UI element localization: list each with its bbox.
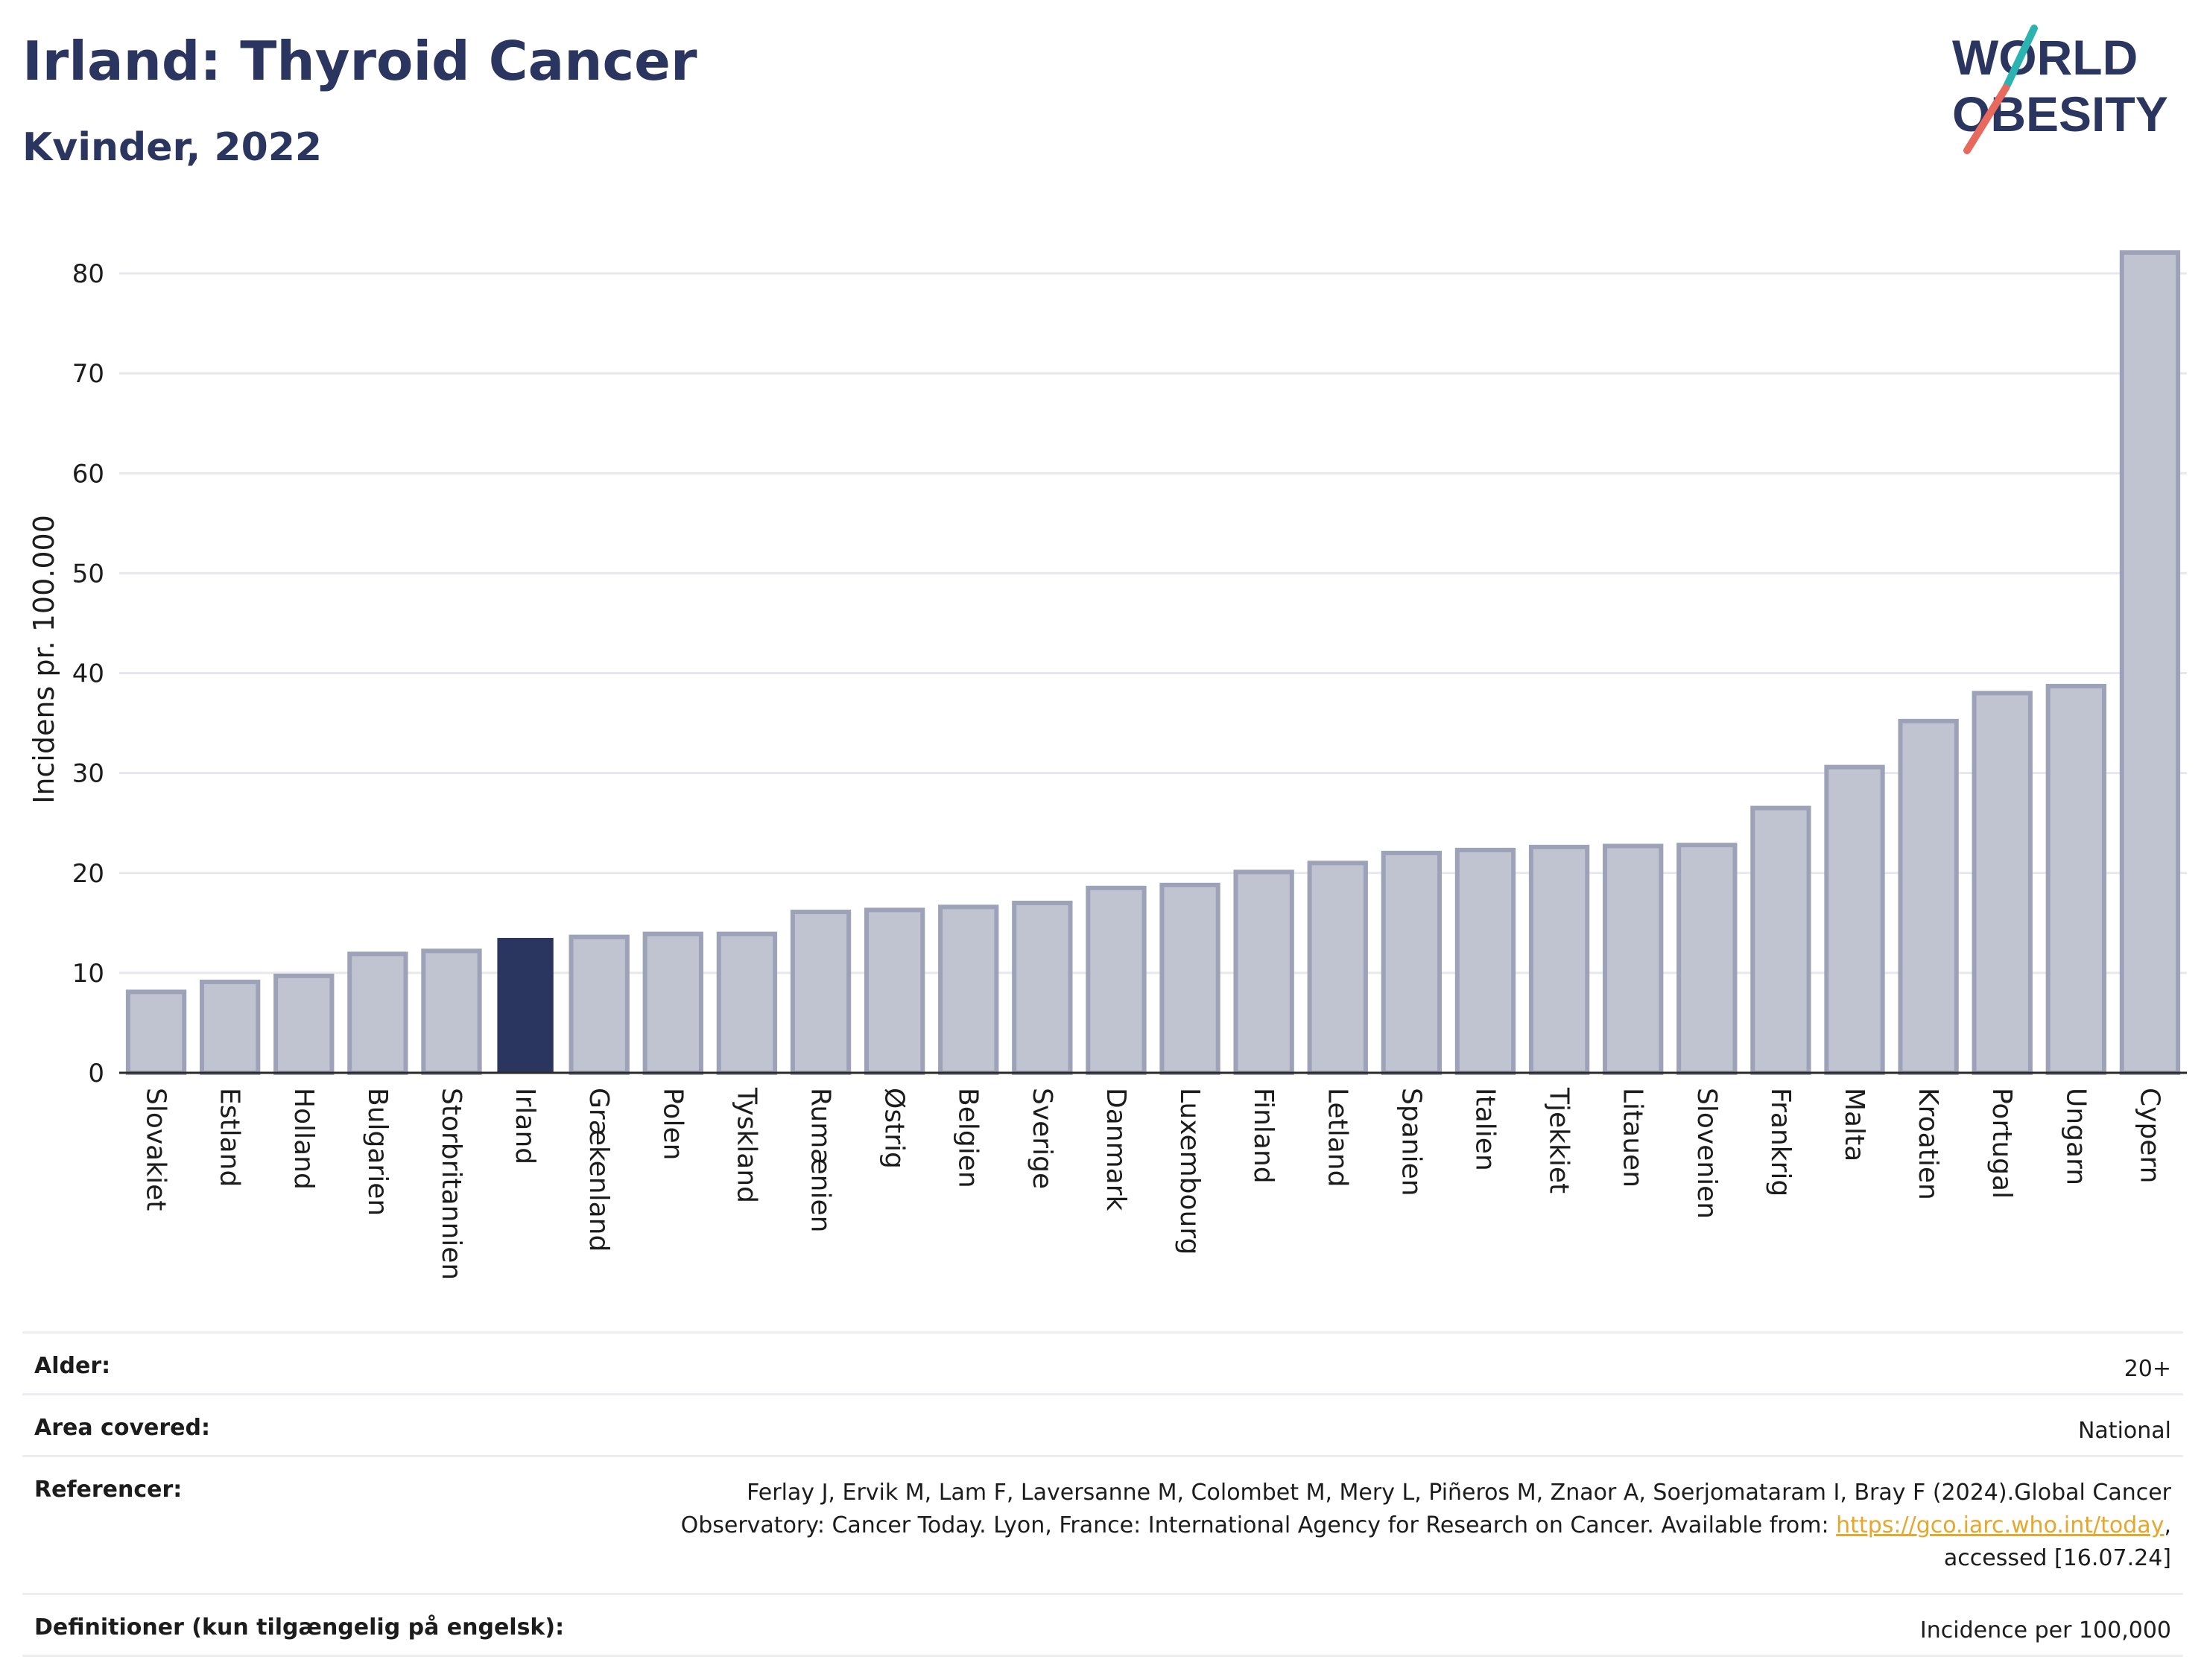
bar-Portugal[interactable]: [1972, 691, 2033, 1076]
bar-Frankrig[interactable]: [1750, 805, 1811, 1076]
y-tick-label: 10: [72, 959, 104, 989]
logo-line1: WORLD: [1952, 30, 2138, 85]
x-tick-label: Luxembourg: [1174, 1088, 1205, 1255]
x-tick-label: Slovakiet: [141, 1088, 171, 1211]
x-tick-label: Polen: [657, 1088, 688, 1160]
x-tick-label: Litauen: [1618, 1088, 1648, 1188]
y-tick-label: 0: [88, 1059, 104, 1088]
x-tick-label: Danmark: [1101, 1088, 1131, 1211]
bar-Letland[interactable]: [1307, 860, 1368, 1075]
x-tick-label: Portugal: [1986, 1088, 2017, 1199]
bar-Italien[interactable]: [1454, 847, 1516, 1075]
bar-Polen[interactable]: [642, 931, 703, 1075]
bar-Slovenien[interactable]: [1676, 843, 1738, 1076]
x-tick-label: Storbritannien: [436, 1088, 466, 1280]
bar-Cypern[interactable]: [2119, 250, 2181, 1075]
info-table: Alder: 20+ Area covered: National Refere…: [22, 1331, 2183, 1657]
reference-line-1: Ferlay J, Ervik M, Lam F, Laversanne M, …: [747, 1480, 2171, 1506]
info-key-age: Alder:: [34, 1353, 111, 1379]
x-tick-label: Spanien: [1396, 1088, 1426, 1196]
world-obesity-logo: WORLD OBESITY: [1952, 25, 2168, 154]
page-subtitle: Kvinder, 2022: [22, 125, 323, 170]
bar-Sverige[interactable]: [1012, 901, 1073, 1075]
bar-Finland[interactable]: [1233, 869, 1294, 1076]
y-tick-label: 30: [72, 759, 104, 789]
y-axis-label: Incidens pr. 100.000: [28, 515, 60, 804]
x-tick-label: Malta: [1839, 1088, 1869, 1161]
reference-link[interactable]: https://gco.iarc.who.int/today: [1836, 1512, 2165, 1538]
bar-Estland[interactable]: [200, 979, 261, 1075]
x-tick-label: Bulgarien: [362, 1088, 393, 1216]
x-tick-label: Estland: [215, 1088, 245, 1187]
x-tick-label: Rumænien: [805, 1088, 836, 1232]
x-tick-label: Tjekkiet: [1544, 1087, 1574, 1194]
x-tick-label: Sverige: [1027, 1088, 1057, 1189]
bar-Tjekkiet[interactable]: [1528, 844, 1590, 1076]
info-key-references: Referencer:: [34, 1477, 183, 1503]
x-tick-label: Østrig: [879, 1088, 910, 1169]
info-row-definitions: Definitioner (kun tilgængelig på engelsk…: [22, 1593, 2183, 1657]
bar-chart: 0 10 20 30 40 50 60 70 80 Incidens pr. 100.000 Slo…: [28, 250, 2187, 1280]
info-value-references: Ferlay J, Ervik M, Lam F, Laversanne M, …: [681, 1477, 2171, 1575]
x-tick-label: Slovenien: [1691, 1088, 1722, 1219]
bar-Belgien[interactable]: [938, 904, 999, 1076]
y-tick-label: 70: [72, 359, 104, 389]
x-tick-label: Holland: [288, 1088, 319, 1190]
bar-Luxembourg[interactable]: [1159, 882, 1220, 1075]
bar-Slovakiet[interactable]: [125, 989, 187, 1076]
x-tick-label: Frankrig: [1765, 1088, 1796, 1196]
x-tick-label: Italien: [1469, 1088, 1500, 1171]
x-tick-label: Finland: [1248, 1088, 1279, 1184]
info-row-area: Area covered: National: [22, 1393, 2183, 1455]
bar-Holland[interactable]: [273, 973, 335, 1075]
bar-Bulgarien[interactable]: [347, 951, 408, 1076]
bar-Irland[interactable]: [497, 937, 554, 1073]
x-tick-label: Cypern: [2134, 1088, 2165, 1183]
x-tick-label: Letland: [1322, 1088, 1352, 1187]
bar-Danmark[interactable]: [1086, 885, 1147, 1075]
bar-Storbritannien[interactable]: [421, 948, 482, 1075]
page-title: Irland: Thyroid Cancer: [22, 30, 697, 92]
info-key-area: Area covered:: [34, 1415, 210, 1441]
reference-line-2: Observatory: Cancer Today. Lyon, France:…: [680, 1512, 1837, 1538]
bar-Ungarn[interactable]: [2045, 683, 2106, 1075]
x-tick-label: Kroatien: [1913, 1088, 1943, 1200]
x-tick-label: Ungarn: [2060, 1088, 2091, 1185]
y-tick-label: 40: [72, 659, 104, 689]
bar-Spanien[interactable]: [1381, 850, 1443, 1075]
bar-Malta[interactable]: [1824, 764, 1885, 1075]
x-tick-label: Tyskland: [731, 1087, 761, 1203]
bar-Østrig[interactable]: [864, 907, 925, 1075]
reference-line-3: accessed [16.07.24]: [1943, 1545, 2171, 1571]
bar-Grækenland[interactable]: [569, 934, 630, 1075]
info-value-age: 20+: [2124, 1356, 2171, 1382]
bar-Litauen[interactable]: [1603, 843, 1664, 1076]
reference-line-2-end: ,: [2164, 1512, 2171, 1538]
y-tick-label: 50: [72, 559, 104, 589]
x-tick-label: Grækenland: [583, 1088, 614, 1252]
info-row-age: Alder: 20+: [22, 1331, 2183, 1393]
x-tick-label: Irland: [510, 1088, 540, 1164]
bar-Rumænien[interactable]: [790, 910, 852, 1075]
y-tick-label: 60: [72, 459, 104, 489]
info-key-definitions: Definitioner (kun tilgængelig på engelsk…: [34, 1614, 565, 1641]
info-row-references: Referencer: Ferlay J, Ervik M, Lam F, La…: [22, 1455, 2183, 1593]
bar-Tyskland[interactable]: [716, 931, 778, 1075]
y-tick-label: 20: [72, 859, 104, 889]
y-tick-label: 80: [72, 259, 104, 289]
info-value-definitions: Incidence per 100,000: [1919, 1617, 2171, 1643]
x-tick-label: Belgien: [953, 1088, 984, 1188]
info-value-area: National: [2077, 1418, 2171, 1444]
bar-Kroatien[interactable]: [1898, 718, 1959, 1075]
